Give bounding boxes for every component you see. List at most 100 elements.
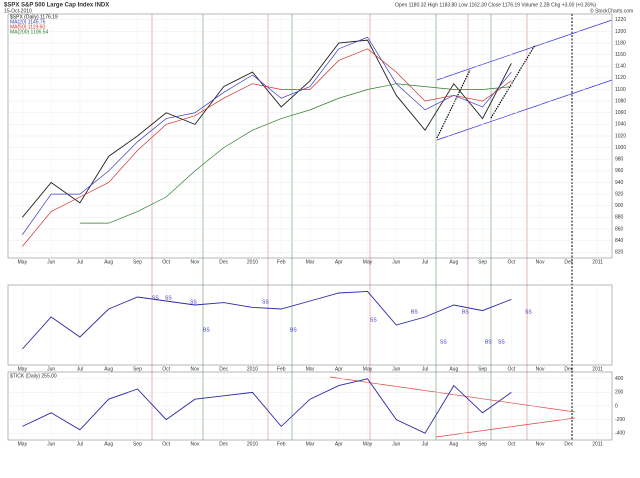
x-tick-label: May bbox=[18, 259, 28, 265]
series-line bbox=[79, 83, 512, 224]
annotation: SS bbox=[498, 339, 505, 345]
x-tick-label: Jun bbox=[47, 366, 55, 372]
x-tick-label: Jun bbox=[392, 259, 400, 265]
y-tick-label: -400 bbox=[615, 431, 625, 437]
y-tick-label: 1180 bbox=[615, 40, 626, 46]
x-tick-label: Jul bbox=[422, 441, 428, 447]
x-tick-label: Feb bbox=[277, 259, 286, 265]
annotation: SS bbox=[440, 339, 447, 345]
x-tick-label: Jul bbox=[422, 366, 428, 372]
x-tick-label: Feb bbox=[277, 441, 286, 447]
x-tick-label: Sep bbox=[133, 259, 142, 265]
series-line bbox=[22, 290, 512, 350]
annotation: SS bbox=[262, 299, 269, 305]
y-tick-label: 1040 bbox=[615, 122, 626, 128]
legend-entry: MA(200) 1106.54 bbox=[10, 29, 48, 35]
x-tick-label: 2010 bbox=[247, 366, 258, 372]
y-tick-label: 840 bbox=[615, 238, 624, 244]
y-tick-label: 860 bbox=[615, 226, 624, 232]
x-tick-label: Jul bbox=[77, 366, 83, 372]
annotation: BS bbox=[203, 327, 210, 333]
x-tick-label: 2010 bbox=[247, 441, 258, 447]
annotation: BS bbox=[485, 339, 492, 345]
x-tick-label: Dec bbox=[564, 441, 573, 447]
x-tick-label: Oct bbox=[507, 259, 515, 265]
x-tick-label: Aug bbox=[449, 366, 458, 372]
x-tick-label: 2011 bbox=[592, 441, 603, 447]
series-line bbox=[22, 378, 512, 434]
x-tick-label: Dec bbox=[219, 441, 228, 447]
x-tick-label: Jun bbox=[47, 441, 55, 447]
x-tick-label: Aug bbox=[449, 441, 458, 447]
x-tick-label: Oct bbox=[162, 366, 170, 372]
annotation: BS bbox=[290, 327, 297, 333]
x-tick-label: 2011 bbox=[592, 259, 603, 265]
x-tick-label: Feb bbox=[277, 366, 286, 372]
y-tick-label: 880 bbox=[615, 215, 624, 221]
x-tick-label: May bbox=[363, 441, 373, 447]
y-tick-label: 900 bbox=[615, 203, 624, 209]
x-tick-label: Nov bbox=[190, 441, 199, 447]
x-tick-label: Jul bbox=[77, 441, 83, 447]
y-tick-label: 0 bbox=[615, 403, 618, 409]
annotation: SS bbox=[370, 317, 377, 323]
y-tick-label: 1140 bbox=[615, 64, 626, 70]
y-tick-label: 1220 bbox=[615, 17, 626, 23]
annotation: SS bbox=[190, 299, 197, 305]
y-tick-label: 980 bbox=[615, 157, 624, 163]
x-tick-label: Aug bbox=[104, 441, 113, 447]
x-tick-label: Sep bbox=[478, 441, 487, 447]
x-tick-label: Nov bbox=[536, 441, 545, 447]
x-tick-label: Aug bbox=[449, 259, 458, 265]
x-tick-label: Aug bbox=[104, 366, 113, 372]
x-tick-label: Oct bbox=[507, 366, 515, 372]
x-tick-label: Jun bbox=[47, 259, 55, 265]
x-tick-label: Oct bbox=[507, 441, 515, 447]
x-tick-label: May bbox=[363, 366, 373, 372]
y-tick-label: 1060 bbox=[615, 110, 626, 116]
y-tick-label: 1160 bbox=[615, 52, 626, 58]
x-tick-label: Mar bbox=[306, 366, 315, 372]
x-tick-label: May bbox=[363, 259, 373, 265]
x-tick-label: Jun bbox=[392, 366, 400, 372]
x-tick-label: Dec bbox=[219, 259, 228, 265]
chart-title: $SPX S&P 500 Large Cap Index INDX bbox=[4, 3, 109, 9]
x-tick-label: 2010 bbox=[247, 259, 258, 265]
y-tick-label: 1120 bbox=[615, 75, 626, 81]
y-tick-label: -200 bbox=[615, 417, 625, 423]
x-tick-label: Oct bbox=[162, 259, 170, 265]
x-tick-label: Dec bbox=[564, 259, 573, 265]
x-tick-label: Dec bbox=[564, 366, 573, 372]
annotation: BS bbox=[411, 309, 418, 315]
copyright: © StockCharts.com bbox=[590, 7, 633, 14]
y-tick-label: 200 bbox=[615, 390, 624, 396]
legend-entry: MA(50) 1119.60 bbox=[10, 24, 45, 30]
y-tick-label: 1100 bbox=[615, 87, 626, 93]
y-tick-label: 820 bbox=[615, 250, 624, 256]
y-tick-label: 1000 bbox=[615, 145, 626, 151]
x-tick-label: Apr bbox=[335, 441, 343, 447]
y-tick-label: 1080 bbox=[615, 98, 626, 104]
y-tick-label: 400 bbox=[615, 376, 624, 382]
x-tick-label: Aug bbox=[104, 259, 113, 265]
x-tick-label: May bbox=[18, 441, 28, 447]
x-tick-label: Apr bbox=[335, 259, 343, 265]
annotation: SS bbox=[165, 295, 172, 301]
x-tick-label: Jul bbox=[422, 259, 428, 265]
x-tick-label: May bbox=[18, 366, 28, 372]
series-line bbox=[22, 39, 512, 218]
x-tick-label: Sep bbox=[133, 441, 142, 447]
x-tick-label: Nov bbox=[190, 259, 199, 265]
y-tick-label: 960 bbox=[615, 168, 624, 174]
x-tick-label: Oct bbox=[162, 441, 170, 447]
event-lines bbox=[151, 14, 573, 440]
y-tick-label: 940 bbox=[615, 180, 624, 186]
series-line bbox=[22, 48, 512, 247]
x-tick-label: Nov bbox=[536, 259, 545, 265]
x-tick-label: Jun bbox=[392, 441, 400, 447]
x-tick-label: Mar bbox=[306, 441, 315, 447]
quote-info: Open 1180.32 High 1183.80 Low 1162.30 Cl… bbox=[395, 2, 596, 8]
chart-date: 15-Oct-2010 bbox=[4, 8, 32, 14]
